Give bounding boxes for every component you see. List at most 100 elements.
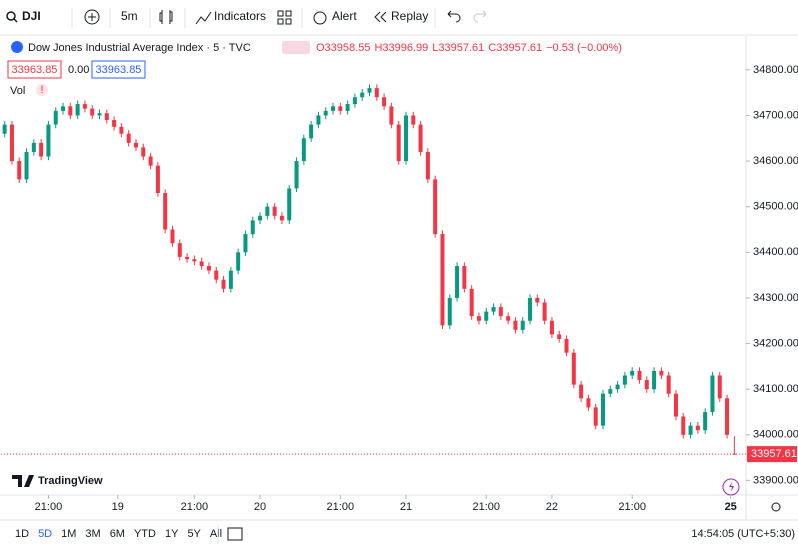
- candle-body: [403, 115, 408, 162]
- candle-body: [170, 229, 175, 244]
- settings-button[interactable]: [771, 502, 781, 512]
- candle-body: [287, 188, 292, 221]
- compare-button[interactable]: [84, 9, 100, 25]
- candle-body: [133, 142, 139, 148]
- candle-body: [68, 106, 73, 116]
- watermark: TradingView: [38, 475, 103, 487]
- y-tick-label: 34700.00: [753, 109, 798, 121]
- candle-body: [265, 206, 270, 216]
- search-icon[interactable]: [6, 11, 16, 21]
- candle-body: [272, 206, 277, 216]
- ask-price: 33963.85: [96, 64, 142, 76]
- x-tick-label: 22: [546, 501, 558, 513]
- candle-body: [732, 453, 737, 455]
- y-tick-label: 34500.00: [753, 201, 798, 213]
- y-tick-label: 34000.00: [753, 429, 798, 441]
- candle-body: [31, 142, 36, 152]
- range-button[interactable]: All: [210, 528, 222, 540]
- last-price-tag: [747, 446, 797, 463]
- range-bar: 1D 5D 1M 3M 6M YTD 1Y 5Y All: [15, 528, 222, 540]
- range-button[interactable]: 5Y: [187, 528, 201, 540]
- candle-body: [316, 115, 321, 125]
- candle-body: [177, 243, 182, 257]
- candle-body: [338, 106, 343, 111]
- symbol[interactable]: DJI: [22, 9, 41, 23]
- candle-body: [39, 142, 44, 157]
- date-range-button[interactable]: [227, 527, 243, 541]
- y-tick-label: 34600.00: [753, 155, 798, 167]
- candle-body: [542, 302, 547, 321]
- candle-body: [294, 161, 299, 189]
- candle-body: [593, 407, 598, 426]
- legend-value: H33996.99: [374, 42, 428, 54]
- candle-body: [571, 352, 576, 385]
- bid-box[interactable]: [7, 60, 62, 79]
- candle-body: [484, 311, 489, 321]
- range-button[interactable]: 3M: [85, 528, 100, 540]
- candle-body: [506, 316, 511, 321]
- y-tick-label: 34100.00: [753, 383, 798, 395]
- candle-body: [163, 193, 168, 230]
- candle-body: [119, 126, 124, 134]
- candle-body: [725, 398, 730, 435]
- x-tick-label: 21: [400, 501, 412, 513]
- candle-body: [352, 97, 357, 105]
- candle-body: [513, 320, 518, 330]
- legend-value: L33957.61: [432, 42, 484, 54]
- candle-body: [600, 393, 606, 426]
- ask-box[interactable]: [91, 60, 146, 79]
- events-icon: [729, 482, 734, 492]
- candle-body: [389, 106, 394, 125]
- candle-body: [279, 215, 284, 221]
- candle-body: [360, 92, 365, 98]
- range-button[interactable]: 6M: [110, 528, 125, 540]
- range-button[interactable]: 1M: [61, 528, 76, 540]
- spread: 0.00: [68, 64, 89, 76]
- x-tick-label: 21:00: [35, 501, 63, 513]
- candle-body: [425, 151, 430, 180]
- candle-body: [9, 124, 14, 162]
- candle-body: [608, 389, 613, 394]
- layout-button[interactable]: [277, 10, 292, 25]
- indicators-button[interactable]: Indicators: [214, 9, 266, 23]
- volume-label: Vol: [10, 85, 25, 97]
- candle-body: [630, 370, 635, 376]
- alert-button[interactable]: Alert: [332, 9, 357, 23]
- range-button[interactable]: 5D: [38, 528, 52, 540]
- candle-body: [637, 370, 642, 381]
- replay-button[interactable]: Replay: [391, 9, 428, 23]
- undo-button[interactable]: [447, 10, 461, 23]
- candle-body: [528, 297, 533, 321]
- candle-body: [112, 120, 117, 127]
- range-button[interactable]: YTD: [134, 528, 156, 540]
- compare-icon: [88, 13, 96, 21]
- chart-type-button[interactable]: [159, 10, 173, 24]
- candle-body: [688, 425, 693, 435]
- candle-body: [61, 106, 66, 111]
- candle-body: [141, 147, 146, 157]
- candle-body: [199, 261, 204, 266]
- y-tick-label: 33900.00: [753, 474, 798, 486]
- candle-body: [644, 380, 649, 390]
- candle-body: [221, 279, 226, 289]
- candle-body: [374, 88, 379, 98]
- range-button[interactable]: 1Y: [165, 528, 179, 540]
- candle-body: [520, 320, 525, 330]
- volume-warning[interactable]: [36, 84, 48, 96]
- candle-body: [673, 393, 678, 417]
- candle-body: [652, 370, 657, 390]
- candle-body: [24, 151, 29, 180]
- candle-body: [396, 124, 401, 162]
- alert-icon: [313, 11, 327, 25]
- candle-body: [447, 297, 452, 326]
- candle-body: [126, 133, 131, 143]
- redo-button[interactable]: [473, 10, 487, 23]
- candle-body: [622, 375, 627, 385]
- range-button[interactable]: 1D: [15, 528, 29, 540]
- candle-body: [185, 256, 190, 260]
- legend-toggle[interactable]: [282, 41, 310, 54]
- interval-button[interactable]: 5m: [121, 9, 138, 23]
- candle-body: [469, 288, 474, 317]
- bid-price: 33963.85: [12, 64, 58, 76]
